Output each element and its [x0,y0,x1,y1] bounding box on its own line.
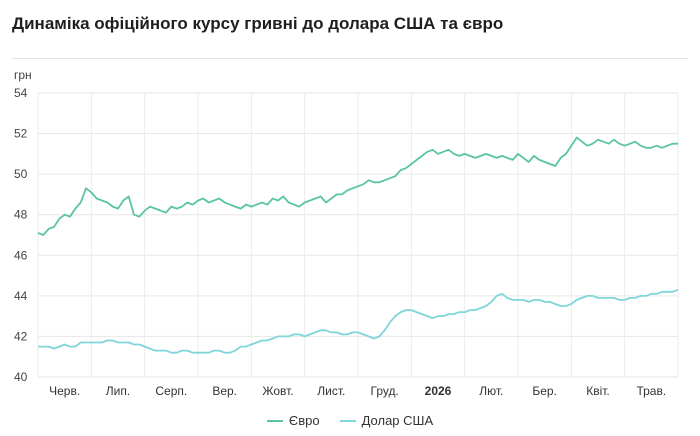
legend-item-euro[interactable]: Євро [266,413,320,428]
x-tick-label: Лист. [317,384,345,398]
series-line-euro [37,136,678,236]
y-tick-label: 52 [14,127,28,141]
x-tick-label: Лют. [479,384,503,398]
page-title: Динаміка офіційного курсу гривні до дола… [12,14,504,33]
legend-swatch-usd [339,419,356,422]
x-tick-label: Бер. [532,384,557,398]
x-tick-label: Жовт. [262,384,293,398]
y-tick-label: 40 [14,370,28,384]
y-tick-label: 50 [14,167,28,181]
x-tick-label: Лип. [106,384,130,398]
x-tick-label: Трав. [636,384,666,398]
y-axis: 40 42 44 46 48 50 52 54 [14,86,28,384]
y-tick-label: 48 [14,208,28,222]
x-tick-label: 2026 [425,384,452,398]
x-tick-label: Вер. [212,384,237,398]
y-tick-label: 54 [14,86,28,100]
series-lines [37,136,679,354]
legend-label-euro: Євро [288,413,320,428]
y-tick-label: 42 [14,329,28,343]
legend-label-usd: Долар США [361,413,434,428]
x-axis: Черв. Лип. Серп. Вер. Жовт. Лист. Груд. 2026 Лют… [49,384,666,398]
y-tick-label: 44 [14,289,28,303]
x-tick-label: Груд. [371,384,399,398]
x-tick-label: Черв. [49,384,80,398]
legend-swatch-euro [266,419,283,422]
series-line-usd [38,288,679,354]
x-tick-label: Серп. [155,384,187,398]
grid-lines [37,92,679,378]
y-tick-label: 46 [14,248,28,262]
x-tick-label: Квіт. [586,384,610,398]
title-divider [12,58,688,59]
legend: Євро Долар США [0,413,700,428]
legend-item-usd[interactable]: Долар США [339,413,434,428]
y-axis-unit: грн [14,68,32,82]
